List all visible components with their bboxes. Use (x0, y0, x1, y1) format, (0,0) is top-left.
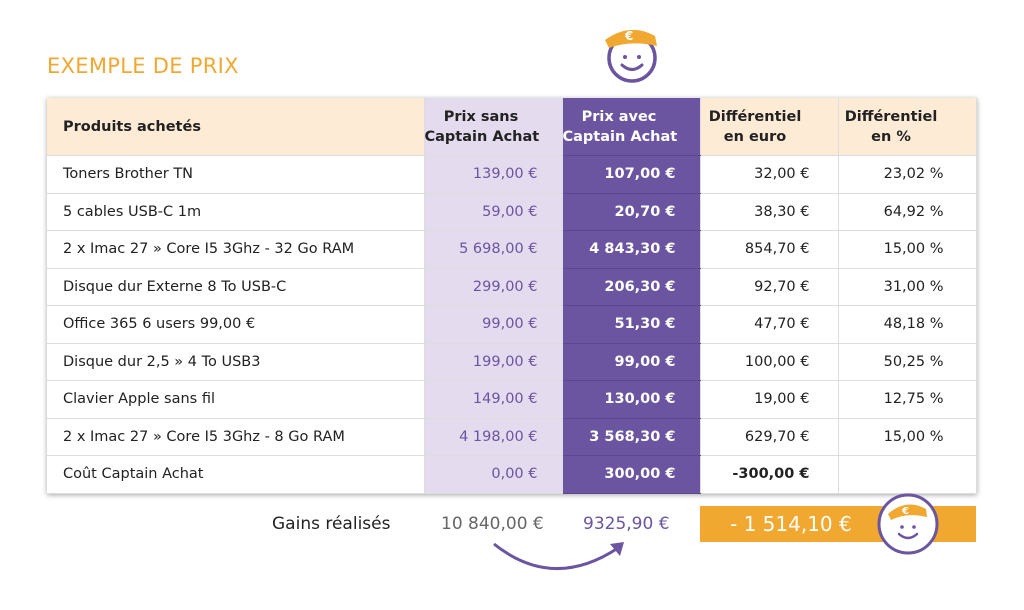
cell: 47,70 € (700, 305, 839, 344)
price-table: Produits achetés Prix sans Captain Achat Pr… (47, 98, 977, 494)
cell: 92,70 € (700, 268, 839, 306)
cell: Disque dur Externe 8 To USB-C (47, 268, 425, 306)
cell: 48,18 % (838, 305, 977, 344)
header-line: en euro (723, 128, 787, 145)
cell: 50,25 % (838, 343, 977, 381)
mascot-top: € (605, 29, 657, 83)
cell: 4 198,00 € (424, 418, 563, 456)
header-cell: Différentiel en euro (700, 98, 839, 156)
cell: 2 x Imac 27 » Core I5 3Ghz - 32 Go RAM (47, 230, 425, 269)
cell: 100,00 € (700, 343, 839, 381)
cell: 5 698,00 € (424, 230, 563, 269)
row: Disque dur Externe 8 To USB-C 299,00 €206… (47, 268, 977, 306)
cell: 2 x Imac 27 » Core I5 3Ghz - 8 Go RAM (47, 418, 425, 456)
row: 5 cables USB-C 1m 59,00 €20,70 €38,30 €64… (47, 193, 977, 231)
cell: 15,00 % (838, 418, 977, 456)
cell: 38,30 € (700, 193, 839, 231)
cell: 99,00 € (562, 343, 701, 381)
cell: 107,00 € (562, 155, 701, 194)
row: 2 x Imac 27 » Core I5 3Ghz - 32 Go RAM 5 … (47, 230, 977, 269)
header-line: Captain Achat (562, 128, 678, 145)
cell: -300,00 € (700, 455, 839, 494)
summary-difference: - 1 514,10 € (730, 512, 852, 536)
header-line: Différentiel (844, 108, 938, 125)
svg-text:€: € (624, 29, 633, 43)
cell: 12,75 % (838, 380, 977, 419)
cell: 59,00 € (424, 193, 563, 231)
cell: 130,00 € (562, 380, 701, 419)
cell: 32,00 € (700, 155, 839, 194)
row: Toners Brother TN 139,00 €107,00 €32,00 €… (47, 155, 977, 194)
header-cell: Différentiel en % (838, 98, 977, 156)
header-line: Produits achetés (63, 118, 201, 135)
cell: 206,30 € (562, 268, 701, 306)
cell: 149,00 € (424, 380, 563, 419)
cell: Disque dur 2,5 » 4 To USB3 (47, 343, 425, 381)
header-cell: Prix avec Captain Achat (562, 98, 701, 156)
mascot-bottom: € (877, 493, 939, 555)
cell: 4 843,30 € (562, 230, 701, 269)
summary-with: 9325,90 € (583, 514, 670, 534)
summary-label: Gains réalisés (272, 514, 391, 534)
cell: Coût Captain Achat (47, 455, 425, 494)
svg-text:€: € (901, 506, 909, 517)
header-row: Produits achetés Prix sans Captain Achat Pr… (47, 98, 977, 156)
cell: Clavier Apple sans fil (47, 380, 425, 419)
header-line: en % (871, 128, 911, 145)
header-line: Différentiel (708, 108, 802, 125)
row: 2 x Imac 27 » Core I5 3Ghz - 8 Go RAM 4 1… (47, 418, 977, 456)
cell: Toners Brother TN (47, 155, 425, 194)
cell: 139,00 € (424, 155, 563, 194)
header-cell: Prix sans Captain Achat (424, 98, 563, 156)
row: Disque dur 2,5 » 4 To USB3 199,00 €99,00 … (47, 343, 977, 381)
cell: 3 568,30 € (562, 418, 701, 456)
row: Clavier Apple sans fil 149,00 €130,00 €19… (47, 380, 977, 419)
cell: 0,00 € (424, 455, 563, 494)
arrow (493, 542, 624, 570)
cell: 64,92 % (838, 193, 977, 231)
summary-without: 10 840,00 € (441, 514, 544, 534)
cell: 19,00 € (700, 380, 839, 419)
cell: Office 365 6 users 99,00 € (47, 305, 425, 344)
cell: 23,02 % (838, 155, 977, 194)
cell: 51,30 € (562, 305, 701, 344)
cell: 629,70 € (700, 418, 839, 456)
cell: 299,00 € (424, 268, 563, 306)
cell: 99,00 € (424, 305, 563, 344)
row: Coût Captain Achat 0,00 €300,00 € -300,00 … (47, 455, 977, 494)
cell: 20,70 € (562, 193, 701, 231)
cell: 199,00 € (424, 343, 563, 381)
cell: 31,00 % (838, 268, 977, 306)
cell (838, 455, 977, 494)
header-cell: Produits achetés (47, 98, 425, 156)
cell: 15,00 % (838, 230, 977, 269)
row: Office 365 6 users 99,00 €99,00 €51,30 €… (47, 305, 977, 344)
header-line: Captain Achat (424, 128, 540, 145)
cell: 5 cables USB-C 1m (47, 193, 425, 231)
header-line: Prix sans (443, 108, 519, 125)
cell: 854,70 € (700, 230, 839, 269)
cell: 300,00 € (562, 455, 701, 494)
title: EXEMPLE DE PRIX (47, 54, 239, 78)
header-line: Prix avec (581, 108, 657, 125)
